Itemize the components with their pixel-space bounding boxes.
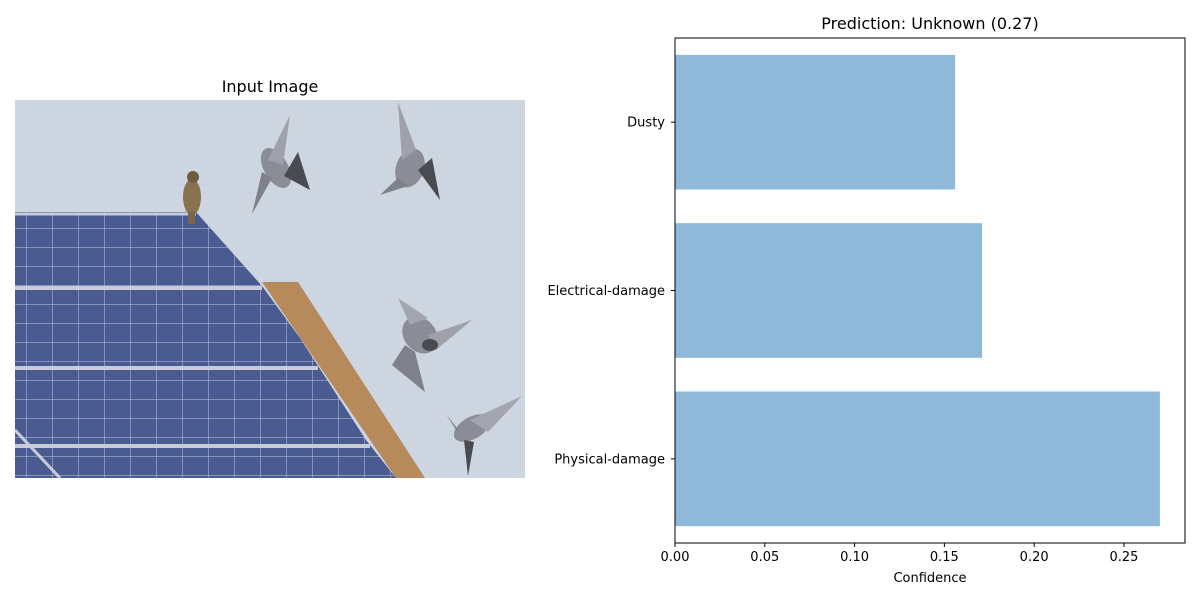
panel-frame	[15, 428, 62, 478]
pigeon-figure	[380, 102, 440, 200]
x-tick-label: 0.25	[1109, 550, 1138, 565]
bar-physical-damage	[675, 391, 1160, 527]
solar-panel-array	[15, 212, 396, 478]
pigeon-figure	[446, 396, 522, 476]
y-tick-label: Electrical-damage	[547, 284, 665, 299]
hawk-figure	[183, 171, 201, 224]
x-tick-label: 0.00	[661, 550, 690, 565]
x-axis-label: Confidence	[893, 571, 966, 586]
x-axis: 0.00 0.05 0.10 0.15 0.20 0.25	[661, 543, 1138, 565]
y-axis: Physical-damage Electrical-damage Dusty	[547, 116, 675, 467]
y-tick-label: Dusty	[627, 116, 665, 131]
pigeon-figure	[252, 115, 310, 214]
x-tick-label: 0.15	[930, 550, 959, 565]
chart-title: Prediction: Unknown (0.27)	[821, 14, 1038, 33]
confidence-chart: Prediction: Unknown (0.27) Physical-dama…	[547, 14, 1186, 586]
x-tick-label: 0.05	[750, 550, 779, 565]
y-tick-label: Physical-damage	[554, 452, 665, 467]
bar-group	[675, 54, 1160, 527]
pigeon-figure	[392, 298, 472, 392]
x-tick-label: 0.20	[1020, 550, 1049, 565]
roof-edge	[262, 282, 425, 478]
x-tick-label: 0.10	[840, 550, 869, 565]
input-image	[15, 100, 525, 478]
image-panel-title: Input Image	[222, 77, 319, 96]
bar-dusty	[675, 54, 956, 190]
bar-electrical-damage	[675, 223, 983, 358]
